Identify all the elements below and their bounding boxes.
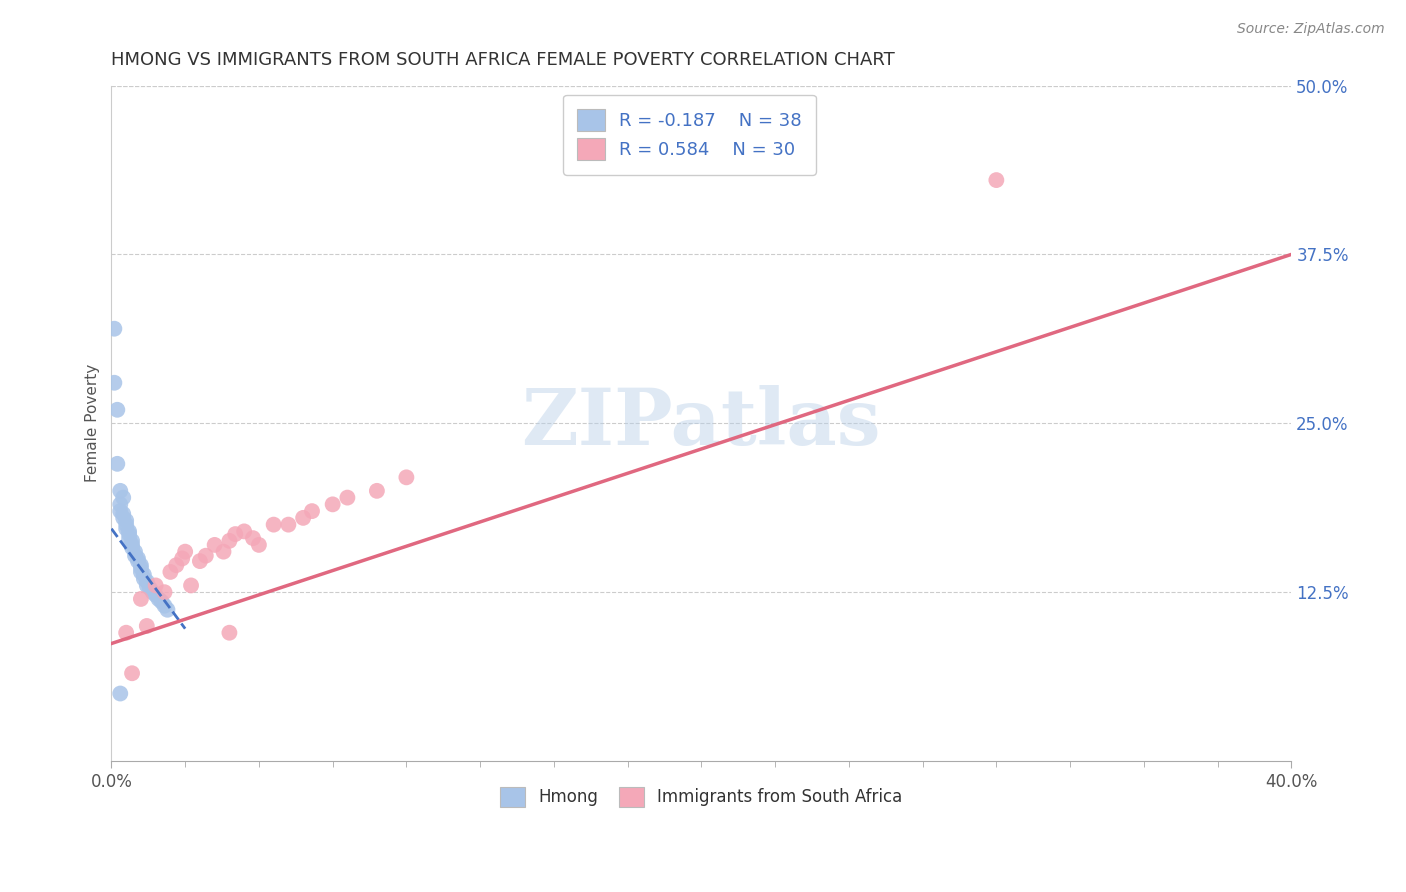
Point xyxy=(301,504,323,518)
Point xyxy=(263,517,285,532)
Point xyxy=(110,686,132,700)
Point xyxy=(142,585,165,599)
Point xyxy=(145,588,167,602)
Legend: Hmong, Immigrants from South Africa: Hmong, Immigrants from South Africa xyxy=(494,780,908,814)
Point xyxy=(212,544,235,558)
Point xyxy=(218,625,240,640)
Point xyxy=(336,491,359,505)
Point xyxy=(129,565,152,579)
Point xyxy=(121,533,143,548)
Point xyxy=(115,517,138,532)
Point xyxy=(153,585,176,599)
Point xyxy=(156,603,179,617)
Point xyxy=(135,578,157,592)
Point xyxy=(277,517,299,532)
Y-axis label: Female Poverty: Female Poverty xyxy=(86,364,100,483)
Point xyxy=(180,578,202,592)
Point xyxy=(121,541,143,555)
Point xyxy=(118,527,141,541)
Point xyxy=(112,491,135,505)
Point xyxy=(188,554,211,568)
Point xyxy=(121,666,143,681)
Point xyxy=(218,533,240,548)
Point xyxy=(292,511,315,525)
Point xyxy=(242,531,264,545)
Point xyxy=(112,507,135,521)
Text: ZIPatlas: ZIPatlas xyxy=(522,385,882,461)
Point xyxy=(145,578,167,592)
Point xyxy=(139,581,162,595)
Point xyxy=(135,619,157,633)
Point xyxy=(132,567,155,582)
Point xyxy=(115,625,138,640)
Point xyxy=(132,572,155,586)
Point xyxy=(322,497,344,511)
Point xyxy=(115,522,138,536)
Point xyxy=(129,591,152,606)
Text: Source: ZipAtlas.com: Source: ZipAtlas.com xyxy=(1237,22,1385,37)
Point xyxy=(366,483,388,498)
Point xyxy=(110,497,132,511)
Text: HMONG VS IMMIGRANTS FROM SOUTH AFRICA FEMALE POVERTY CORRELATION CHART: HMONG VS IMMIGRANTS FROM SOUTH AFRICA FE… xyxy=(111,51,896,69)
Point xyxy=(110,483,132,498)
Point xyxy=(148,591,170,606)
Point xyxy=(172,551,194,566)
Point xyxy=(124,549,146,563)
Point xyxy=(121,538,143,552)
Point xyxy=(224,527,246,541)
Point xyxy=(204,538,226,552)
Point xyxy=(103,322,125,336)
Point xyxy=(105,402,128,417)
Point xyxy=(127,551,149,566)
Point xyxy=(105,457,128,471)
Point xyxy=(153,599,176,613)
Point xyxy=(174,544,197,558)
Point xyxy=(986,173,1008,187)
Point xyxy=(135,574,157,589)
Point xyxy=(159,565,181,579)
Point xyxy=(110,504,132,518)
Point xyxy=(112,511,135,525)
Point xyxy=(395,470,418,484)
Point xyxy=(103,376,125,390)
Point xyxy=(233,524,256,539)
Point xyxy=(124,544,146,558)
Point xyxy=(165,558,187,573)
Point xyxy=(194,549,217,563)
Point xyxy=(118,524,141,539)
Point xyxy=(115,514,138,528)
Point xyxy=(118,531,141,545)
Point xyxy=(129,558,152,573)
Point xyxy=(129,561,152,575)
Point xyxy=(127,554,149,568)
Point xyxy=(150,594,173,608)
Point xyxy=(247,538,270,552)
